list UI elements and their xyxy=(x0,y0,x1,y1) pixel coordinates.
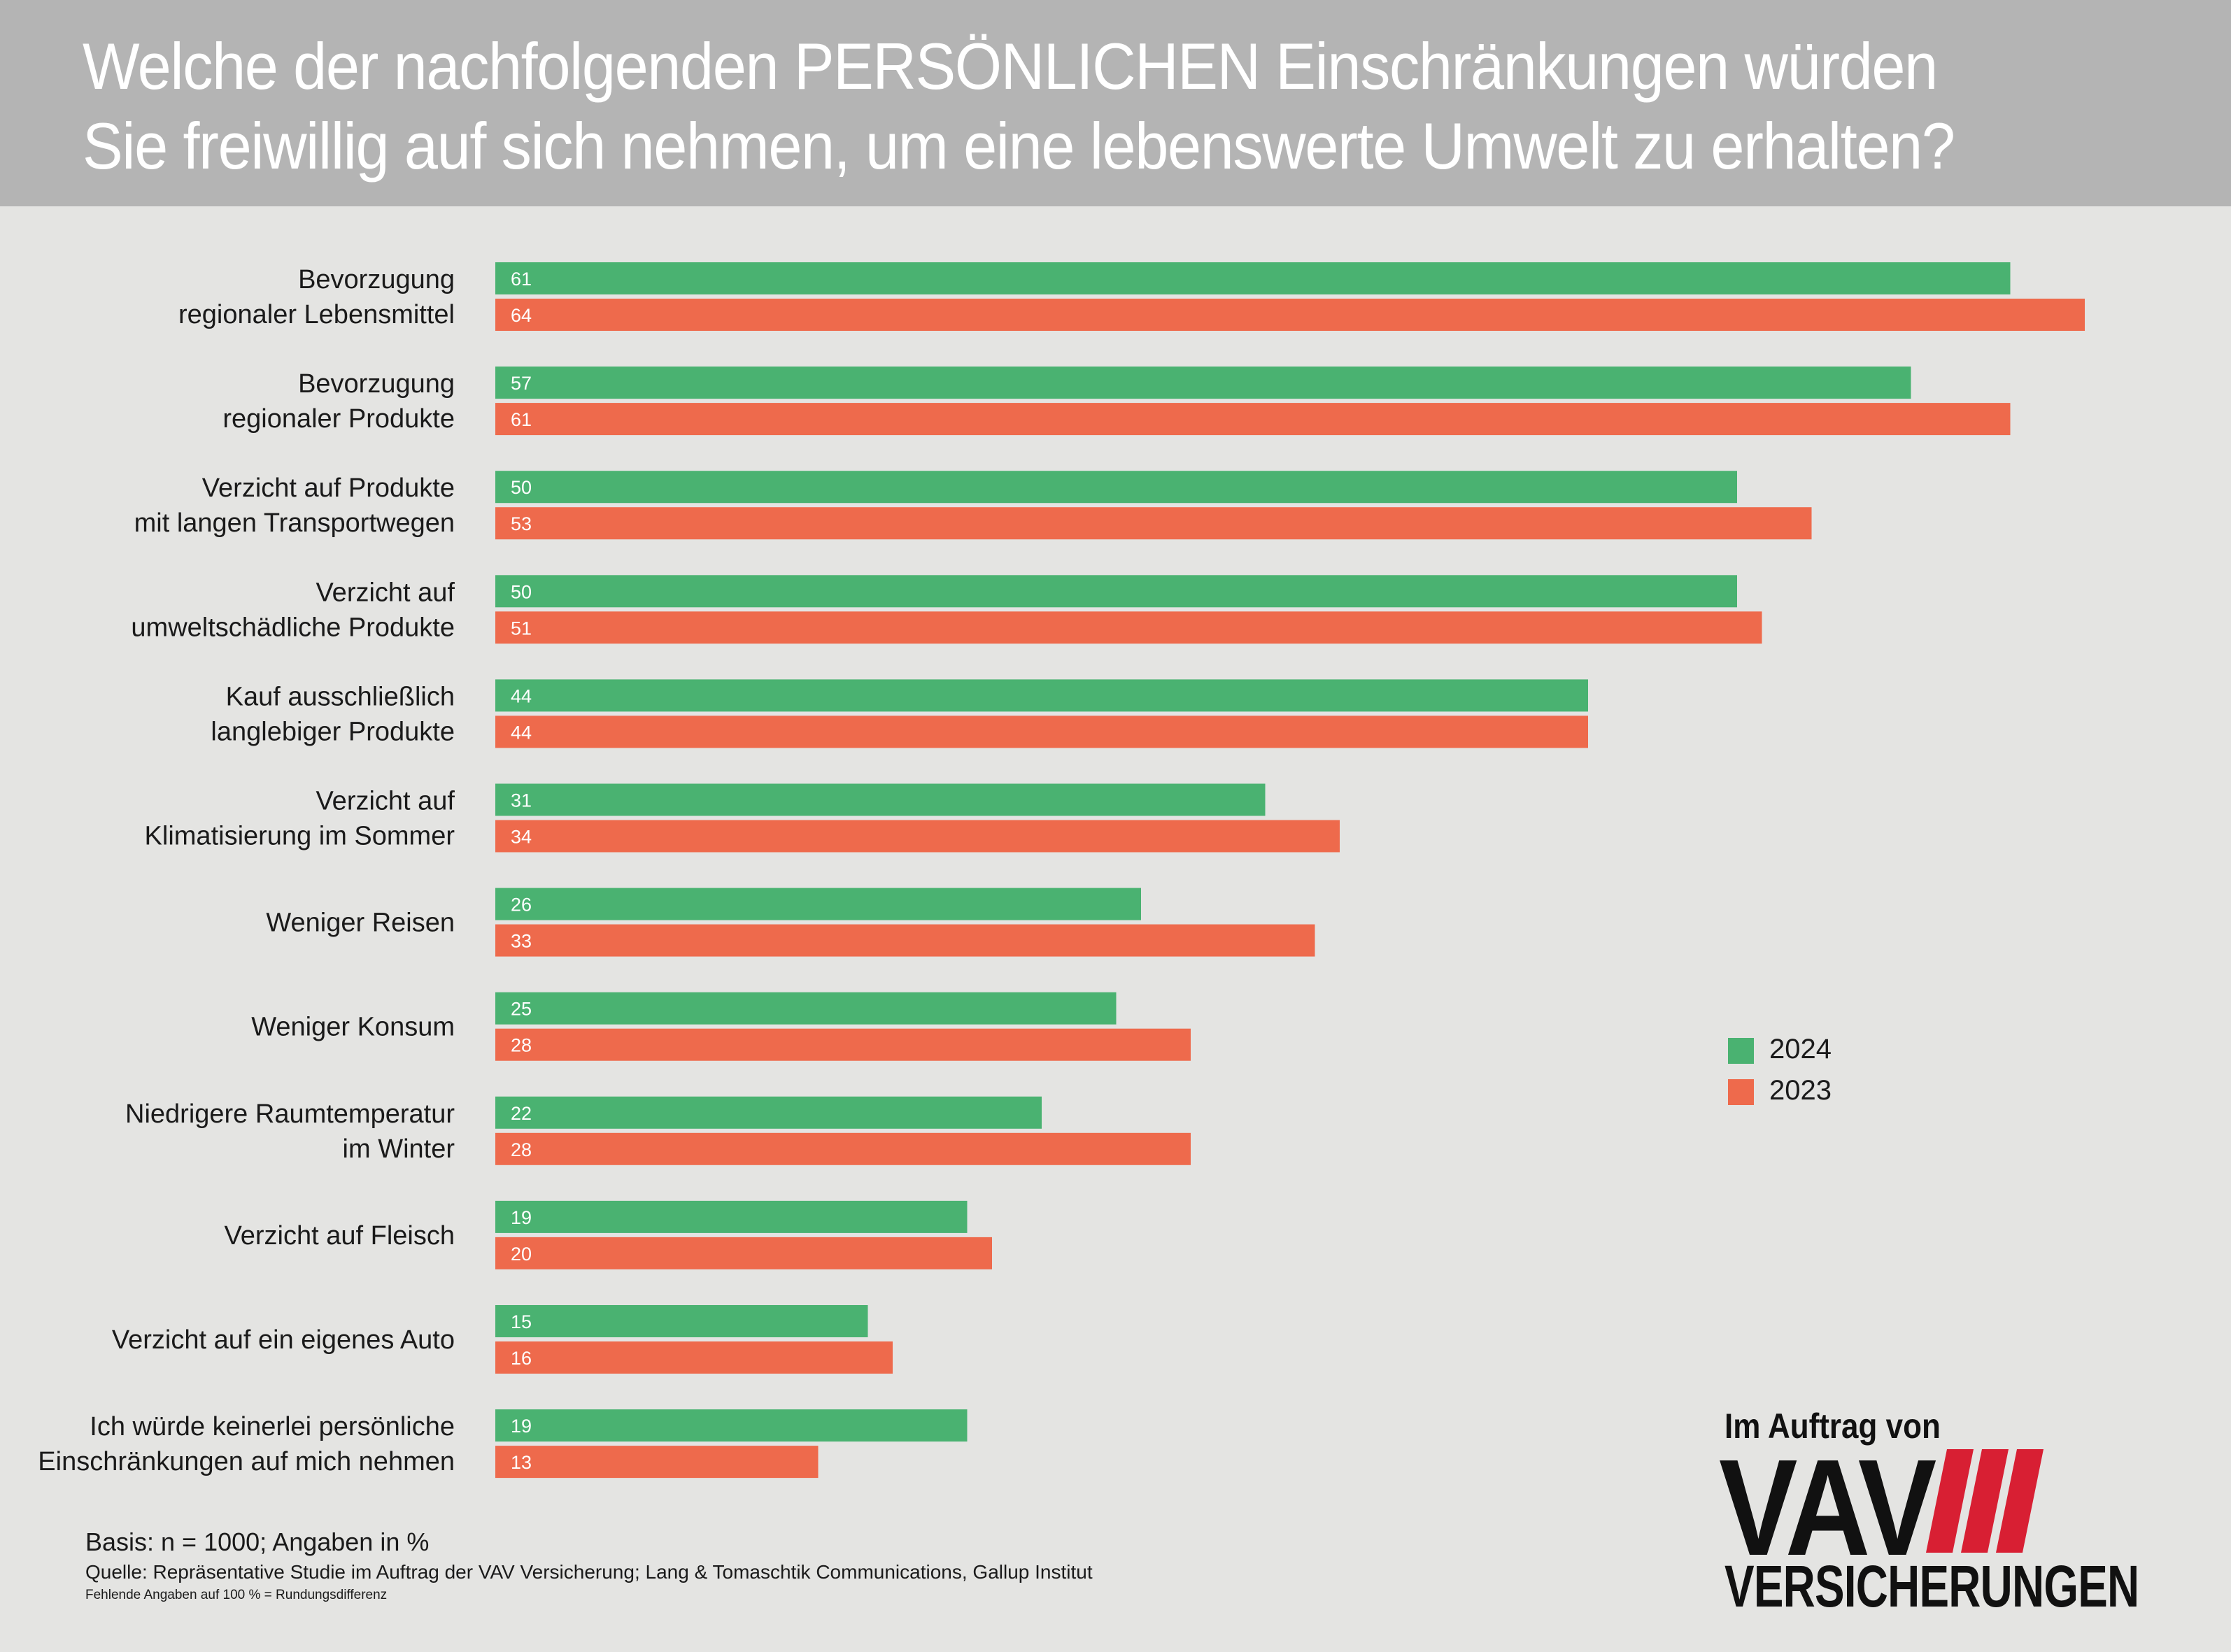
bar-group: 50 53 Verzicht auf Produkte mit langen Tran… xyxy=(134,471,1812,540)
bar-2023 xyxy=(495,715,1588,748)
logo-caption: Im Auftrag von xyxy=(1724,1407,1941,1446)
data-label-2023: 61 xyxy=(511,409,532,430)
bar-group: 19 13 Ich würde keinerlei persönliche Einsc… xyxy=(38,1409,968,1479)
category-label: Bevorzugung xyxy=(298,265,455,294)
data-label-2023: 20 xyxy=(511,1244,532,1265)
category-label: Verzicht auf Produkte xyxy=(202,473,455,503)
bar-2024 xyxy=(495,783,1266,816)
bar-2023 xyxy=(495,299,2085,331)
data-label-2024: 25 xyxy=(511,999,532,1020)
category-label: regionaler Lebensmittel xyxy=(178,300,455,329)
category-label: Ich würde keinerlei persönliche xyxy=(90,1412,455,1441)
data-label-2023: 64 xyxy=(511,305,532,326)
bar-group: 50 51 Verzicht auf umweltschädliche Produkt… xyxy=(131,575,1762,644)
category-label: regionaler Produkte xyxy=(222,404,455,434)
category-label: Verzicht auf xyxy=(316,787,455,816)
data-label-2024: 19 xyxy=(511,1207,532,1228)
bar-2024 xyxy=(495,471,1737,504)
category-label: mit langen Transportwegen xyxy=(134,508,455,538)
category-label: im Winter xyxy=(343,1134,455,1164)
chart-title: Welche der nachfolgenden PERSÖNLICHEN Ei… xyxy=(83,29,1955,183)
bar-2024 xyxy=(495,1096,1042,1129)
bar-2024 xyxy=(495,679,1588,712)
data-label-2024: 61 xyxy=(511,269,532,290)
bar-group: 61 64 Bevorzugung regionaler Lebensmittel xyxy=(178,262,2085,331)
source-note: Quelle: Repräsentative Studie im Auftrag… xyxy=(85,1561,1093,1583)
bar-2024 xyxy=(495,366,1911,399)
bar-2024 xyxy=(495,262,2011,294)
category-label: Weniger Konsum xyxy=(251,1013,455,1042)
data-label-2024: 31 xyxy=(511,790,532,811)
bar-group: 57 61 Bevorzugung regionaler Produkte xyxy=(222,366,2011,436)
bar-2024 xyxy=(495,1409,968,1442)
bar-2024 xyxy=(495,1200,968,1233)
data-label-2023: 16 xyxy=(511,1348,532,1369)
data-label-2023: 51 xyxy=(511,618,532,639)
data-label-2023: 28 xyxy=(511,1035,532,1056)
category-label: langlebiger Produkte xyxy=(211,717,455,746)
data-label-2023: 13 xyxy=(511,1452,532,1473)
bar-2023 xyxy=(495,507,1812,540)
data-label-2024: 57 xyxy=(511,373,532,394)
logo-subtitle: VERSICHERUNGEN xyxy=(1724,1553,2139,1619)
logo-stripes-icon xyxy=(1926,1449,2044,1553)
bar-2023 xyxy=(495,1237,992,1269)
bar-2023 xyxy=(495,1341,893,1374)
logo-brand: VAV xyxy=(1719,1431,1936,1584)
bar-2023 xyxy=(495,403,2011,436)
bar-2023 xyxy=(495,1028,1191,1061)
bar-group: 26 33 Weniger Reisen xyxy=(266,888,1315,957)
data-label-2023: 34 xyxy=(511,827,532,848)
bar-2024 xyxy=(495,1305,868,1337)
bar-2023 xyxy=(495,924,1315,957)
category-label: Einschränkungen auf mich nehmen xyxy=(38,1447,455,1476)
vav-logo: Im Auftrag von VAV VERSICHERUNGEN xyxy=(1719,1406,2186,1619)
data-label-2024: 22 xyxy=(511,1103,532,1124)
bar-group: 44 44 Kauf ausschließlich langlebiger Produ… xyxy=(211,679,1588,748)
category-label: Weniger Reisen xyxy=(266,909,455,938)
bar-group: 31 34 Verzicht auf Klimatisierung im Sommer xyxy=(145,783,1340,853)
data-label-2023: 33 xyxy=(511,931,532,952)
category-label: Kauf ausschließlich xyxy=(226,682,455,711)
header-banner: Welche der nachfolgenden PERSÖNLICHEN Ei… xyxy=(0,0,2231,206)
data-label-2024: 19 xyxy=(511,1416,532,1437)
basis-note: Basis: n = 1000; Angaben in % xyxy=(85,1528,430,1556)
category-label: Verzicht auf xyxy=(316,578,455,607)
legend-label-2024: 2024 xyxy=(1769,1034,1832,1064)
data-label-2024: 26 xyxy=(511,895,532,916)
data-label-2023: 44 xyxy=(511,722,532,743)
category-label: Bevorzugung xyxy=(298,369,455,399)
bar-group: 15 16 Verzicht auf ein eigenes Auto xyxy=(112,1305,893,1374)
bar-2023 xyxy=(495,611,1762,644)
bar-2023 xyxy=(495,820,1340,853)
legend-swatch-2023 xyxy=(1728,1079,1754,1105)
bar-2023 xyxy=(495,1446,819,1479)
bar-group: 19 20 Verzicht auf Fleisch xyxy=(225,1200,992,1269)
bar-2024 xyxy=(495,992,1117,1025)
bar-2024 xyxy=(495,575,1737,608)
bar-2023 xyxy=(495,1132,1191,1165)
bar-group: 25 28 Weniger Konsum xyxy=(251,992,1191,1061)
data-label-2023: 28 xyxy=(511,1139,532,1160)
bar-2024 xyxy=(495,888,1141,920)
category-label: Klimatisierung im Sommer xyxy=(145,822,455,851)
data-label-2023: 53 xyxy=(511,513,532,534)
category-label: Verzicht auf ein eigenes Auto xyxy=(112,1325,455,1355)
category-label: Niedrigere Raumtemperatur xyxy=(125,1099,455,1129)
data-label-2024: 44 xyxy=(511,685,532,706)
data-label-2024: 15 xyxy=(511,1311,532,1332)
legend-swatch-2024 xyxy=(1728,1038,1754,1064)
bar-group: 22 28 Niedrigere Raumtemperatur im Winter xyxy=(125,1096,1191,1165)
data-label-2024: 50 xyxy=(511,477,532,498)
category-label: Verzicht auf Fleisch xyxy=(225,1221,455,1251)
legend-label-2023: 2023 xyxy=(1769,1075,1832,1106)
data-label-2024: 50 xyxy=(511,581,532,602)
rounding-note: Fehlende Angaben auf 100 % = Rundungsdif… xyxy=(85,1588,388,1602)
category-label: umweltschädliche Produkte xyxy=(131,613,455,642)
